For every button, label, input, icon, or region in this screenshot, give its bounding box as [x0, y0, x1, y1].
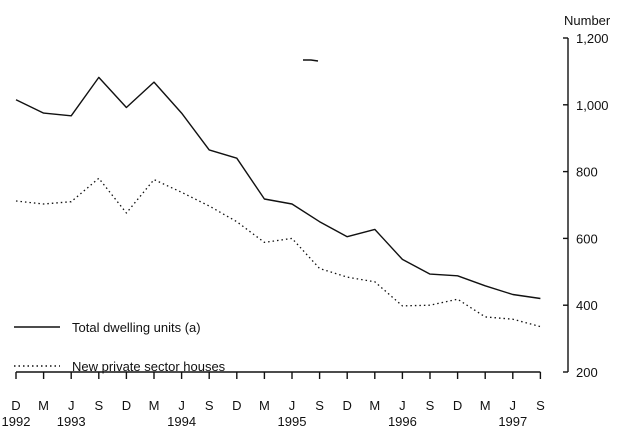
data-point-0 [153, 81, 155, 83]
data-point-0 [98, 76, 100, 78]
x-tick-label: D [343, 398, 352, 413]
data-point-1 [484, 316, 486, 318]
data-point-1 [401, 305, 403, 307]
y-tick-label: 400 [576, 298, 598, 313]
data-point-1 [180, 191, 182, 193]
x-tick-label: D [232, 398, 241, 413]
y-tick-label: 1,200 [576, 31, 609, 46]
data-point-0 [429, 273, 431, 275]
x-tick-label: S [315, 398, 324, 413]
x-year-label: 1993 [57, 414, 86, 429]
stray-mark [303, 59, 319, 62]
x-tick-label: M [480, 398, 491, 413]
x-tick-label: S [94, 398, 103, 413]
x-tick-label: J [68, 398, 75, 413]
data-point-0 [539, 297, 541, 299]
data-point-1 [429, 304, 431, 306]
data-point-1 [291, 237, 293, 239]
data-point-1 [236, 221, 238, 223]
data-point-0 [180, 112, 182, 114]
y-tick-label: 600 [576, 231, 598, 246]
x-axis: D M J S D M J S D M J S D M J S D M J S 1992 1993 1994 1995 1996… [2, 371, 545, 429]
data-point-1 [98, 177, 100, 179]
data-point-1 [15, 200, 17, 202]
x-year-label: 1996 [388, 414, 417, 429]
data-point-1 [153, 178, 155, 180]
data-point-0 [484, 285, 486, 287]
data-point-0 [456, 275, 458, 277]
x-tick-label: D [453, 398, 462, 413]
data-point-0 [512, 293, 514, 295]
data-point-1 [318, 267, 320, 269]
data-point-1 [42, 203, 44, 205]
data-point-1 [346, 276, 348, 278]
y-axis-label: Number [564, 13, 611, 28]
series-line-0 [15, 76, 541, 300]
data-point-1 [374, 281, 376, 283]
legend-label-0: Total dwelling units (a) [72, 320, 201, 335]
x-tick-label: D [11, 398, 20, 413]
y-tick-label: 200 [576, 365, 598, 380]
legend: Total dwelling units (a) New private sect… [14, 320, 226, 374]
data-point-0 [125, 106, 127, 108]
data-point-0 [374, 228, 376, 230]
x-tick-label: S [426, 398, 435, 413]
x-tick-label: J [399, 398, 406, 413]
data-point-0 [318, 221, 320, 223]
x-tick-label: J [510, 398, 517, 413]
y-tick-label: 1,000 [576, 98, 609, 113]
data-point-0 [263, 198, 265, 200]
x-tick-label: J [289, 398, 296, 413]
x-year-label: 1995 [278, 414, 307, 429]
data-point-1 [456, 298, 458, 300]
data-point-1 [263, 241, 265, 243]
data-point-0 [401, 258, 403, 260]
x-tick-label: M [38, 398, 49, 413]
x-year-label: 1994 [167, 414, 196, 429]
x-year-label: 1992 [2, 414, 31, 429]
series-line-1 [15, 177, 541, 328]
data-point-1 [512, 318, 514, 320]
data-point-0 [42, 112, 44, 114]
data-point-0 [15, 99, 17, 101]
x-tick-label: M [369, 398, 380, 413]
data-point-1 [125, 212, 127, 214]
x-tick-label: J [178, 398, 185, 413]
data-point-0 [346, 236, 348, 238]
x-tick-label: D [122, 398, 131, 413]
series-layer [15, 76, 541, 328]
x-tick-label: M [149, 398, 160, 413]
data-point-0 [236, 157, 238, 159]
data-point-1 [539, 325, 541, 327]
x-tick-label: S [536, 398, 545, 413]
x-tick-label: M [259, 398, 270, 413]
x-tick-label: S [205, 398, 214, 413]
data-point-1 [208, 205, 210, 207]
y-axis: 1,200 1,000 800 600 400 200 [563, 31, 609, 380]
y-tick-label: 800 [576, 165, 598, 180]
data-point-1 [70, 200, 72, 202]
data-point-0 [208, 149, 210, 151]
data-point-0 [70, 115, 72, 117]
legend-label-1: New private sector houses [72, 359, 226, 374]
x-year-label: 1997 [498, 414, 527, 429]
data-point-0 [291, 203, 293, 205]
